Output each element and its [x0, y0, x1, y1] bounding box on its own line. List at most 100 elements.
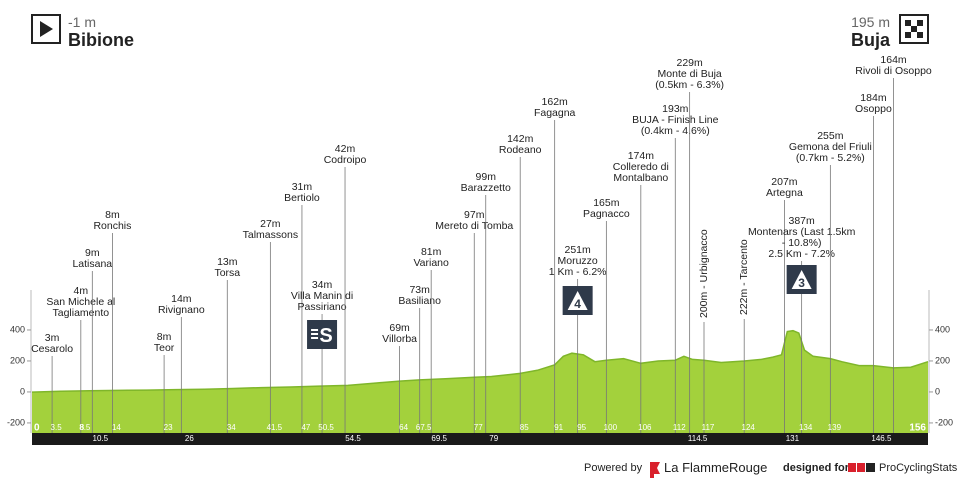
site-name: ProCyclingStats — [879, 462, 958, 474]
waypoint-name: Montalbano — [613, 172, 668, 184]
waypoint-altitude: 174m — [628, 150, 655, 162]
waypoint-label: 222m - Tarcento — [738, 239, 750, 315]
distance-label: 41.5 — [267, 423, 283, 432]
waypoint-name: Villa Manin di — [291, 290, 353, 302]
distance-label: 85 — [520, 423, 529, 432]
finish-icon — [899, 14, 929, 44]
waypoint-name: Montenars (Last 1.5km — [748, 226, 856, 238]
distance-label: 156 — [909, 423, 926, 434]
distance-label: 3.5 — [51, 423, 63, 432]
distance-label: 8.5 — [79, 423, 91, 432]
waypoint-altitude: 69m — [389, 322, 410, 334]
climb-label: S — [319, 325, 332, 347]
distance-label-lower: 26 — [185, 434, 194, 443]
waypoint-name: 2.5 Km - 7.2% — [768, 248, 835, 260]
distance-label: 23 — [164, 423, 173, 432]
waypoint-name: Gemona del Friuli — [789, 141, 872, 153]
pcs-logo — [848, 463, 875, 472]
finish-town: Buja — [851, 30, 891, 50]
waypoint-name: Ronchis — [93, 220, 131, 232]
sprint-stripe — [311, 333, 319, 335]
waypoint-altitude: 27m — [260, 218, 281, 230]
y-tick-label: 400 — [10, 324, 25, 334]
brand: La FlammeRouge — [664, 460, 767, 475]
distance-label: 67.5 — [416, 423, 432, 432]
distance-label-lower: 79 — [489, 434, 498, 443]
waypoint-name: Latisana — [72, 258, 112, 270]
start-town: Bibione — [68, 30, 134, 50]
y-tick-label: 0 — [20, 386, 25, 396]
waypoint-altitude: 8m — [157, 331, 172, 343]
waypoint-name: - 10.8%) — [782, 237, 822, 249]
waypoint-altitude: 8m — [105, 209, 120, 221]
distance-label-lower: 131 — [786, 434, 800, 443]
waypoint-name: Mereto di Tomba — [435, 220, 513, 232]
distance-label-lower: 114.5 — [688, 434, 708, 443]
climb-triangle — [791, 270, 812, 289]
waypoint-name: Variano — [413, 257, 449, 269]
waypoint-name: Codroipo — [324, 154, 367, 166]
climb-label: 3 — [798, 276, 805, 290]
waypoint-name: Basiliano — [398, 295, 441, 307]
waypoint-altitude: 9m — [85, 247, 100, 259]
distance-label-lower: 69.5 — [431, 434, 447, 443]
waypoint-altitude: 162m — [542, 96, 569, 108]
climb-triangle — [567, 291, 588, 310]
waypoint-name: (0.5km - 6.3%) — [655, 79, 724, 91]
distance-label: 50.5 — [318, 423, 334, 432]
distance-label: 106 — [638, 423, 652, 432]
waypoint-name: (0.4km - 4.6%) — [641, 125, 710, 137]
waypoint-altitude: 193m — [662, 103, 689, 115]
distance-label: 47 — [301, 423, 310, 432]
distance-label: 112 — [673, 423, 686, 432]
start-icon — [31, 14, 61, 44]
waypoint-name: Monte di Buja — [658, 68, 722, 80]
distance-label-lower: 146.5 — [871, 434, 892, 443]
separator: - — [698, 282, 710, 291]
waypoint-name: Artegna — [766, 187, 803, 199]
waypoint-altitude: 184m — [860, 92, 887, 104]
y-tick-label: 200 — [935, 355, 950, 365]
waypoint-name: Rivignano — [158, 304, 205, 316]
waypoint-name: Colleredo di — [613, 161, 669, 173]
waypoint-name: Cesarolo — [31, 343, 73, 355]
waypoint-altitude: 81m — [421, 246, 442, 258]
waypoint-name: Osoppo — [855, 103, 892, 115]
distance-bar — [32, 433, 928, 445]
distance-label: 124 — [742, 423, 756, 432]
waypoint-name: Fagagna — [534, 107, 576, 119]
waypoint-name: San Michele al — [46, 296, 115, 308]
waypoint-altitude: 99m — [476, 171, 497, 183]
distance-label: 64 — [399, 423, 408, 432]
climb-label: 4 — [574, 297, 581, 311]
waypoint-name: Talmassons — [243, 229, 298, 241]
waypoint-name: Tagliamento — [53, 307, 110, 319]
waypoint-name: Villorba — [382, 333, 417, 345]
sprint-stripe — [311, 337, 319, 339]
y-tick-label: 200 — [10, 355, 25, 365]
waypoint-altitude: 200m — [698, 291, 710, 318]
powered-by: Powered by — [584, 462, 643, 474]
distance-label: 134 — [799, 423, 813, 432]
waypoint-name: Urbignacco — [698, 229, 710, 282]
distance-label: 117 — [702, 423, 715, 432]
distance-label: 34 — [227, 423, 236, 432]
waypoint-altitude: 34m — [312, 279, 333, 291]
flamme-logo — [650, 462, 660, 478]
waypoint-name: 1 Km - 6.2% — [549, 266, 607, 278]
distance-label: 14 — [112, 423, 121, 432]
y-tick-label: 400 — [935, 324, 950, 334]
waypoint-name: Tarcento — [738, 239, 750, 279]
waypoint-altitude: 142m — [507, 133, 534, 145]
waypoint-name: Moruzzo — [558, 255, 598, 267]
waypoint-altitude: 31m — [292, 181, 313, 193]
profile-line — [31, 329, 929, 393]
waypoint-label: 200m - Urbignacco — [698, 229, 710, 318]
waypoint-name: Bertiolo — [284, 192, 320, 204]
waypoint-altitude: 387m — [789, 215, 816, 227]
distance-label: 100 — [604, 423, 618, 432]
waypoint-altitude: 229m — [677, 57, 704, 69]
waypoint-altitude: 73m — [409, 284, 430, 296]
distance-label: 139 — [828, 423, 842, 432]
